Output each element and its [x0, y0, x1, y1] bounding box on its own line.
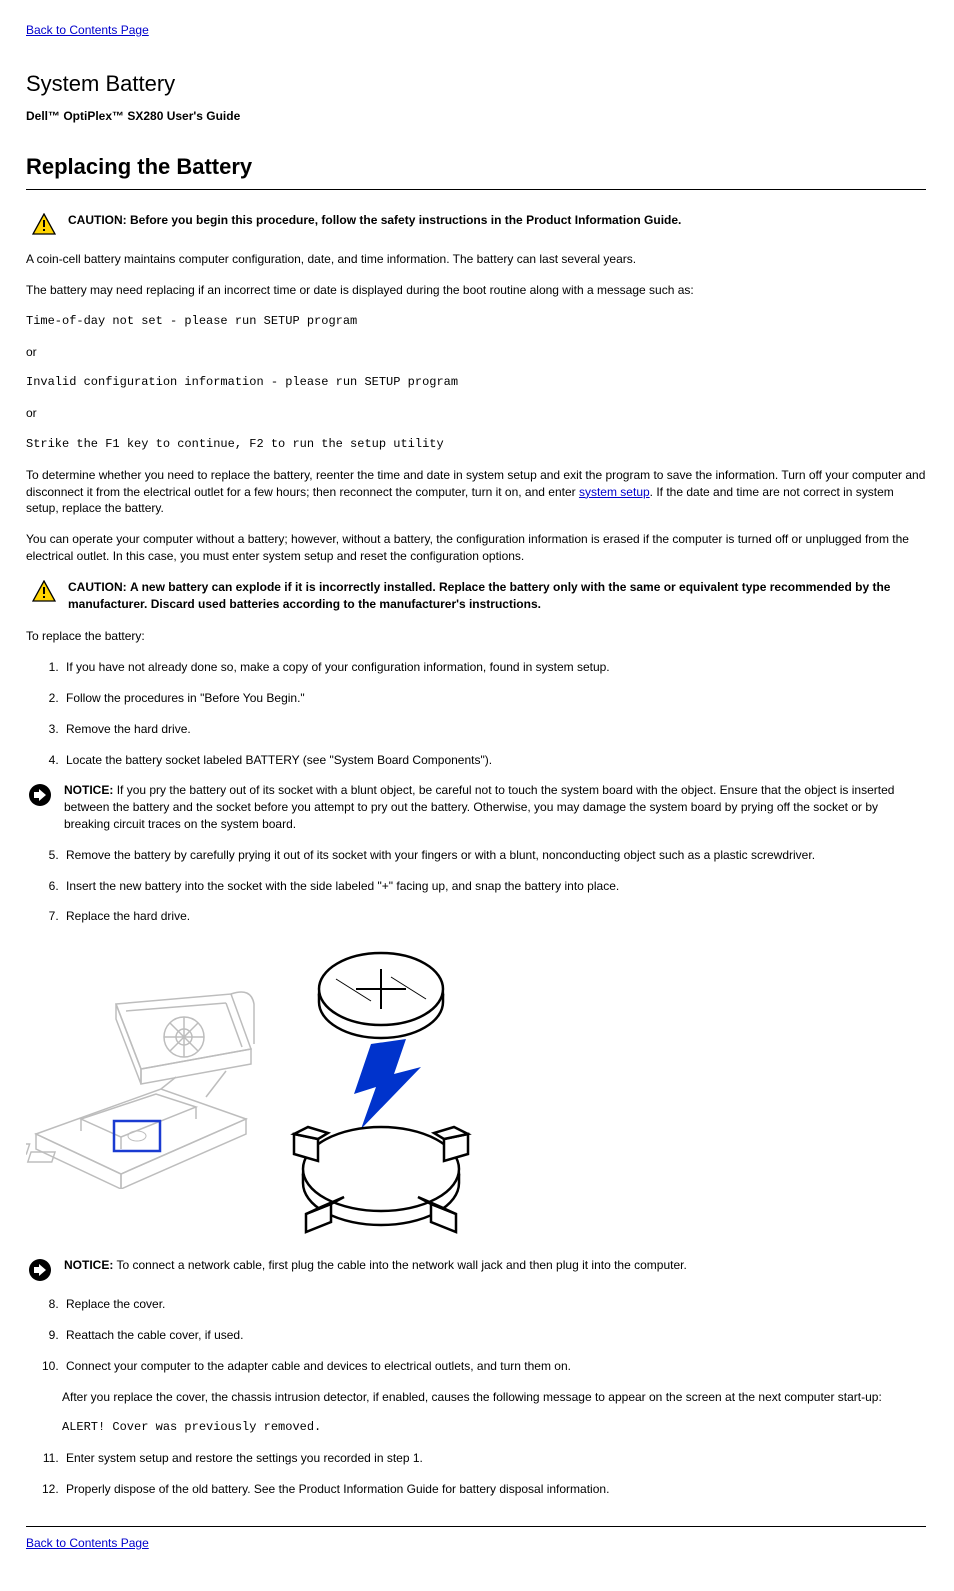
- steps-heading: To replace the battery:: [26, 628, 926, 645]
- system-setup-link[interactable]: system setup: [579, 485, 650, 499]
- owner-manual-label: Dell™ OptiPlex™ SX280 User's Guide: [26, 108, 926, 125]
- notice-icon: [26, 1257, 54, 1282]
- step-5: Remove the battery by carefully prying i…: [62, 847, 926, 864]
- caution-safety: CAUTION: Before you begin this procedure…: [30, 212, 926, 235]
- section-heading: Replacing the Battery: [26, 152, 926, 183]
- section-rule: [26, 189, 926, 190]
- page-title: System Battery: [26, 69, 926, 100]
- step-9: Reattach the cable cover, if used.: [62, 1327, 926, 1344]
- step-8: Replace the cover.: [62, 1296, 926, 1313]
- step-4: Locate the battery socket labeled BATTER…: [62, 752, 926, 769]
- step-6: Insert the new battery into the socket w…: [62, 878, 926, 895]
- figure-row: [26, 939, 926, 1239]
- boot-msg-2: Invalid configuration information - plea…: [26, 374, 926, 391]
- step-list-4: Enter system setup and restore the setti…: [62, 1450, 926, 1498]
- page-root: Back to Contents Page System Battery Del…: [0, 0, 954, 1591]
- after-cover-text: After you replace the cover, the chassis…: [62, 1389, 926, 1406]
- step-list-1: If you have not already done so, make a …: [62, 659, 926, 768]
- notice-label: NOTICE:: [64, 783, 113, 797]
- intro-1: A coin-cell battery maintains computer c…: [26, 251, 926, 268]
- notice-body: If you pry the battery out of its socket…: [64, 783, 894, 831]
- intro-4: You can operate your computer without a …: [26, 531, 926, 565]
- notice-icon: [26, 782, 54, 807]
- battery-insert-figure: [276, 939, 486, 1239]
- caution-label: CAUTION:: [68, 580, 127, 594]
- step-2: Follow the procedures in "Before You Beg…: [62, 690, 926, 707]
- or-1: or: [26, 344, 926, 361]
- step-list-2: Remove the battery by carefully prying i…: [62, 847, 926, 925]
- boot-msg-3: Strike the F1 key to continue, F2 to run…: [26, 436, 926, 453]
- caution-body: Before you begin this procedure, follow …: [130, 213, 681, 227]
- computer-open-figure: [26, 989, 256, 1189]
- intro-3: To determine whether you need to replace…: [26, 467, 926, 517]
- footer-rule: [26, 1526, 926, 1527]
- intro-2: The battery may need replacing if an inc…: [26, 282, 926, 299]
- step-10: Connect your computer to the adapter cab…: [62, 1358, 926, 1375]
- chassis-alert-msg: ALERT! Cover was previously removed.: [62, 1419, 926, 1436]
- warning-icon: [30, 579, 58, 602]
- caution-text: CAUTION: Before you begin this procedure…: [68, 212, 681, 229]
- notice-cable-txt: NOTICE: To connect a network cable, firs…: [64, 1257, 687, 1274]
- notice-body: To connect a network cable, first plug t…: [116, 1258, 686, 1272]
- step-3: Remove the hard drive.: [62, 721, 926, 738]
- caution-battery-body: A new battery can explode if it is incor…: [68, 580, 890, 611]
- caution-battery: CAUTION: A new battery can explode if it…: [30, 579, 926, 613]
- step-7: Replace the hard drive.: [62, 908, 926, 925]
- notice-pry-txt: NOTICE: If you pry the battery out of it…: [64, 782, 926, 832]
- back-to-contents-bottom[interactable]: Back to Contents Page: [26, 1535, 149, 1552]
- caution-label: CAUTION:: [68, 213, 127, 227]
- notice-pry: NOTICE: If you pry the battery out of it…: [26, 782, 926, 832]
- caution-battery-text: CAUTION: A new battery can explode if it…: [68, 579, 926, 613]
- step-1: If you have not already done so, make a …: [62, 659, 926, 676]
- notice-label: NOTICE:: [64, 1258, 113, 1272]
- notice-cable: NOTICE: To connect a network cable, firs…: [26, 1257, 926, 1282]
- step-list-3: Replace the cover. Reattach the cable co…: [62, 1296, 926, 1374]
- back-to-contents-top[interactable]: Back to Contents Page: [26, 22, 149, 39]
- boot-msg-1: Time-of-day not set - please run SETUP p…: [26, 313, 926, 330]
- or-2: or: [26, 405, 926, 422]
- step-12: Properly dispose of the old battery. See…: [62, 1481, 926, 1498]
- warning-icon: [30, 212, 58, 235]
- step-11: Enter system setup and restore the setti…: [62, 1450, 926, 1467]
